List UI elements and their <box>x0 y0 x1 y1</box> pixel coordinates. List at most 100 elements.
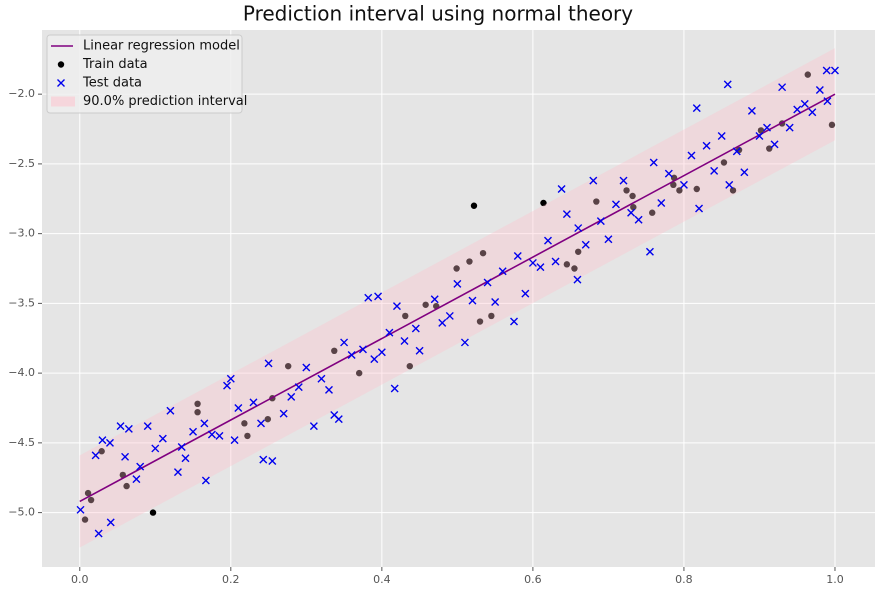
legend-label: Train data <box>82 57 148 72</box>
test-point <box>181 454 190 463</box>
train-point <box>540 199 547 207</box>
test-point <box>223 381 232 390</box>
test-point <box>483 278 492 287</box>
train-point <box>123 482 130 490</box>
test-point <box>521 289 530 298</box>
test-point <box>347 350 356 359</box>
test-point <box>116 422 125 431</box>
test-point <box>249 398 258 407</box>
test-point <box>468 296 477 305</box>
test-point <box>358 345 367 354</box>
test-point <box>785 123 794 132</box>
legend-label: Test data <box>82 76 142 91</box>
test-point <box>687 151 696 160</box>
test-point <box>725 180 734 189</box>
test-point <box>207 430 216 439</box>
train-point <box>194 400 201 408</box>
test-point <box>324 385 333 394</box>
test-point <box>189 427 198 436</box>
x-tick-label: 0.0 <box>71 573 89 586</box>
test-point <box>91 451 100 460</box>
test-point <box>574 224 583 233</box>
test-point <box>268 457 277 465</box>
y-tick-label: −3.5 <box>8 296 35 309</box>
test-point <box>778 83 787 92</box>
test-point <box>562 210 571 219</box>
test-point <box>158 434 167 443</box>
train-point <box>720 159 728 166</box>
test-point <box>793 105 802 114</box>
y-tick-label: −4.5 <box>8 436 35 449</box>
test-point <box>400 337 409 346</box>
train-point <box>84 489 92 497</box>
test-point <box>645 247 654 256</box>
test-point <box>723 80 732 89</box>
train-point <box>355 369 363 377</box>
test-point <box>536 263 545 272</box>
legend-label: Linear regression model <box>83 39 240 54</box>
test-point <box>411 324 420 333</box>
train-point <box>331 347 338 355</box>
test-point <box>763 123 771 132</box>
y-tick-label: −2.5 <box>8 157 35 170</box>
train-point <box>453 265 460 272</box>
test-point <box>200 419 209 428</box>
train-point <box>470 202 478 209</box>
test-point <box>415 346 424 355</box>
test-point <box>808 108 817 117</box>
test-point <box>830 66 839 75</box>
test-point <box>264 359 273 368</box>
test-point <box>230 436 239 445</box>
y-tick-label: −2.0 <box>8 87 35 100</box>
test-point <box>121 452 130 461</box>
test-point <box>151 444 160 453</box>
train-point <box>466 258 473 265</box>
test-point <box>543 236 552 245</box>
test-point <box>498 267 507 276</box>
test-point <box>634 215 643 224</box>
train-point <box>693 185 700 193</box>
test-point <box>664 169 673 178</box>
test-point <box>374 292 383 301</box>
train-point <box>194 408 201 416</box>
test-point <box>294 383 303 392</box>
test-point <box>822 66 831 75</box>
test-point <box>259 455 268 464</box>
test-point <box>581 240 590 249</box>
x-tick-label: 0.4 <box>373 573 391 586</box>
train-point <box>828 121 836 129</box>
test-point <box>755 132 764 140</box>
legend-swatch <box>57 61 65 68</box>
legend-swatch <box>51 96 75 107</box>
test-point <box>619 176 628 185</box>
test-point <box>717 132 726 140</box>
test-point <box>740 168 749 177</box>
test-point <box>732 147 741 156</box>
test-point <box>385 328 394 337</box>
train-point <box>149 509 157 516</box>
test-point <box>627 208 636 217</box>
test-point <box>287 392 296 401</box>
test-point <box>143 422 152 431</box>
test-point <box>453 279 462 288</box>
test-point <box>692 104 701 113</box>
train-point <box>244 432 251 440</box>
chart-title: Prediction interval using normal theory <box>243 2 633 26</box>
train-point <box>284 362 292 370</box>
test-point <box>702 141 711 150</box>
test-point <box>364 293 373 302</box>
test-point <box>589 176 598 185</box>
test-point <box>551 257 560 266</box>
plot-area <box>42 30 875 567</box>
test-point <box>177 443 186 452</box>
test-point <box>201 476 210 485</box>
train-point <box>757 127 765 134</box>
test-point <box>340 338 349 347</box>
y-tick-label: −4.0 <box>8 366 35 379</box>
y-tick-label: −3.0 <box>8 227 35 240</box>
legend-swatch <box>57 79 65 87</box>
test-point <box>679 180 688 189</box>
test-point <box>823 97 832 106</box>
regression-line <box>79 93 836 503</box>
